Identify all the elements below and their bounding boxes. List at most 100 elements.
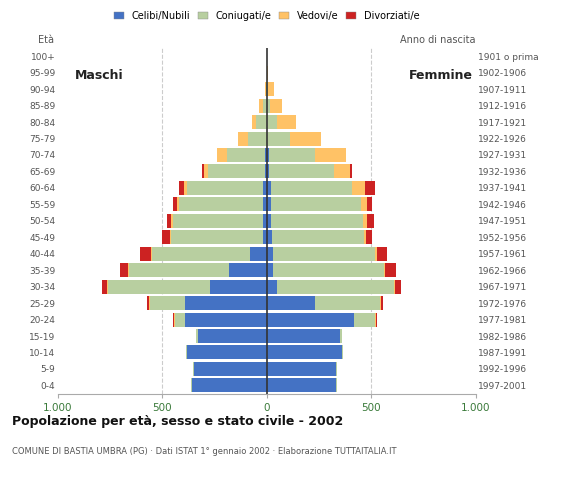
Bar bbox=[270, 98, 282, 113]
Bar bbox=[277, 280, 394, 294]
Bar bbox=[186, 346, 187, 360]
Bar bbox=[173, 197, 177, 211]
Bar bbox=[267, 329, 340, 343]
Bar bbox=[179, 197, 263, 211]
Bar bbox=[269, 148, 315, 162]
Legend: Celibi/Nubili, Coniugati/e, Vedovi/e, Divorziati/e: Celibi/Nubili, Coniugati/e, Vedovi/e, Di… bbox=[110, 7, 423, 25]
Bar bbox=[268, 82, 274, 96]
Bar bbox=[272, 230, 364, 244]
Bar bbox=[267, 165, 269, 179]
Bar bbox=[267, 230, 272, 244]
Bar bbox=[267, 148, 269, 162]
Bar bbox=[380, 296, 383, 310]
Bar bbox=[267, 280, 277, 294]
Bar bbox=[267, 115, 277, 129]
Bar bbox=[273, 247, 375, 261]
Bar bbox=[264, 148, 267, 162]
Bar bbox=[353, 181, 365, 195]
Bar bbox=[267, 346, 342, 360]
Bar bbox=[267, 362, 336, 376]
Bar bbox=[259, 98, 263, 113]
Bar bbox=[149, 296, 150, 310]
Bar bbox=[277, 115, 296, 129]
Bar bbox=[250, 247, 267, 261]
Bar bbox=[267, 181, 271, 195]
Bar bbox=[171, 230, 263, 244]
Bar bbox=[174, 312, 175, 326]
Bar bbox=[267, 98, 270, 113]
Bar bbox=[151, 247, 152, 261]
Bar bbox=[267, 66, 268, 80]
Bar bbox=[119, 263, 128, 277]
Bar bbox=[271, 181, 353, 195]
Bar bbox=[187, 346, 267, 360]
Bar bbox=[342, 346, 343, 360]
Bar bbox=[186, 296, 267, 310]
Bar bbox=[376, 312, 378, 326]
Bar bbox=[267, 132, 290, 145]
Bar bbox=[290, 132, 321, 145]
Bar bbox=[107, 280, 108, 294]
Bar bbox=[334, 165, 350, 179]
Bar bbox=[204, 165, 208, 179]
Bar bbox=[363, 214, 367, 228]
Bar bbox=[367, 214, 374, 228]
Bar bbox=[129, 263, 229, 277]
Bar bbox=[177, 197, 179, 211]
Bar bbox=[108, 280, 211, 294]
Bar bbox=[150, 296, 186, 310]
Bar bbox=[269, 165, 334, 179]
Bar bbox=[378, 247, 387, 261]
Bar bbox=[202, 165, 204, 179]
Bar bbox=[162, 230, 170, 244]
Bar bbox=[196, 329, 198, 343]
Bar bbox=[229, 263, 267, 277]
Bar bbox=[340, 329, 342, 343]
Bar bbox=[171, 214, 173, 228]
Bar bbox=[315, 296, 379, 310]
Bar bbox=[315, 148, 346, 162]
Bar bbox=[194, 362, 267, 376]
Bar bbox=[350, 165, 353, 179]
Text: Popolazione per età, sesso e stato civile - 2002: Popolazione per età, sesso e stato civil… bbox=[12, 415, 343, 428]
Text: Età: Età bbox=[38, 35, 54, 45]
Text: Anno di nascita: Anno di nascita bbox=[400, 35, 476, 45]
Bar bbox=[271, 197, 361, 211]
Bar bbox=[256, 115, 267, 129]
Bar bbox=[238, 132, 248, 145]
Text: Femmine: Femmine bbox=[409, 70, 473, 83]
Bar bbox=[166, 214, 171, 228]
Bar bbox=[175, 312, 186, 326]
Text: Maschi: Maschi bbox=[75, 70, 124, 83]
Bar bbox=[267, 197, 271, 211]
Bar bbox=[128, 263, 129, 277]
Bar bbox=[102, 280, 107, 294]
Bar bbox=[375, 247, 378, 261]
Bar bbox=[384, 263, 385, 277]
Bar bbox=[187, 181, 263, 195]
Bar bbox=[361, 197, 367, 211]
Bar bbox=[354, 312, 375, 326]
Bar bbox=[267, 263, 273, 277]
Bar bbox=[191, 378, 267, 392]
Bar bbox=[264, 82, 266, 96]
Bar bbox=[140, 247, 151, 261]
Bar bbox=[263, 197, 267, 211]
Bar bbox=[267, 247, 273, 261]
Bar bbox=[367, 197, 372, 211]
Bar bbox=[267, 378, 336, 392]
Bar bbox=[395, 280, 401, 294]
Bar bbox=[385, 263, 396, 277]
Bar bbox=[364, 230, 366, 244]
Bar bbox=[147, 296, 149, 310]
Bar bbox=[394, 280, 395, 294]
Bar bbox=[267, 214, 271, 228]
Bar bbox=[198, 329, 267, 343]
Bar bbox=[173, 312, 174, 326]
Bar bbox=[379, 296, 380, 310]
Bar bbox=[263, 230, 267, 244]
Bar bbox=[264, 165, 267, 179]
Bar bbox=[336, 378, 337, 392]
Bar bbox=[267, 296, 315, 310]
Bar bbox=[263, 98, 267, 113]
